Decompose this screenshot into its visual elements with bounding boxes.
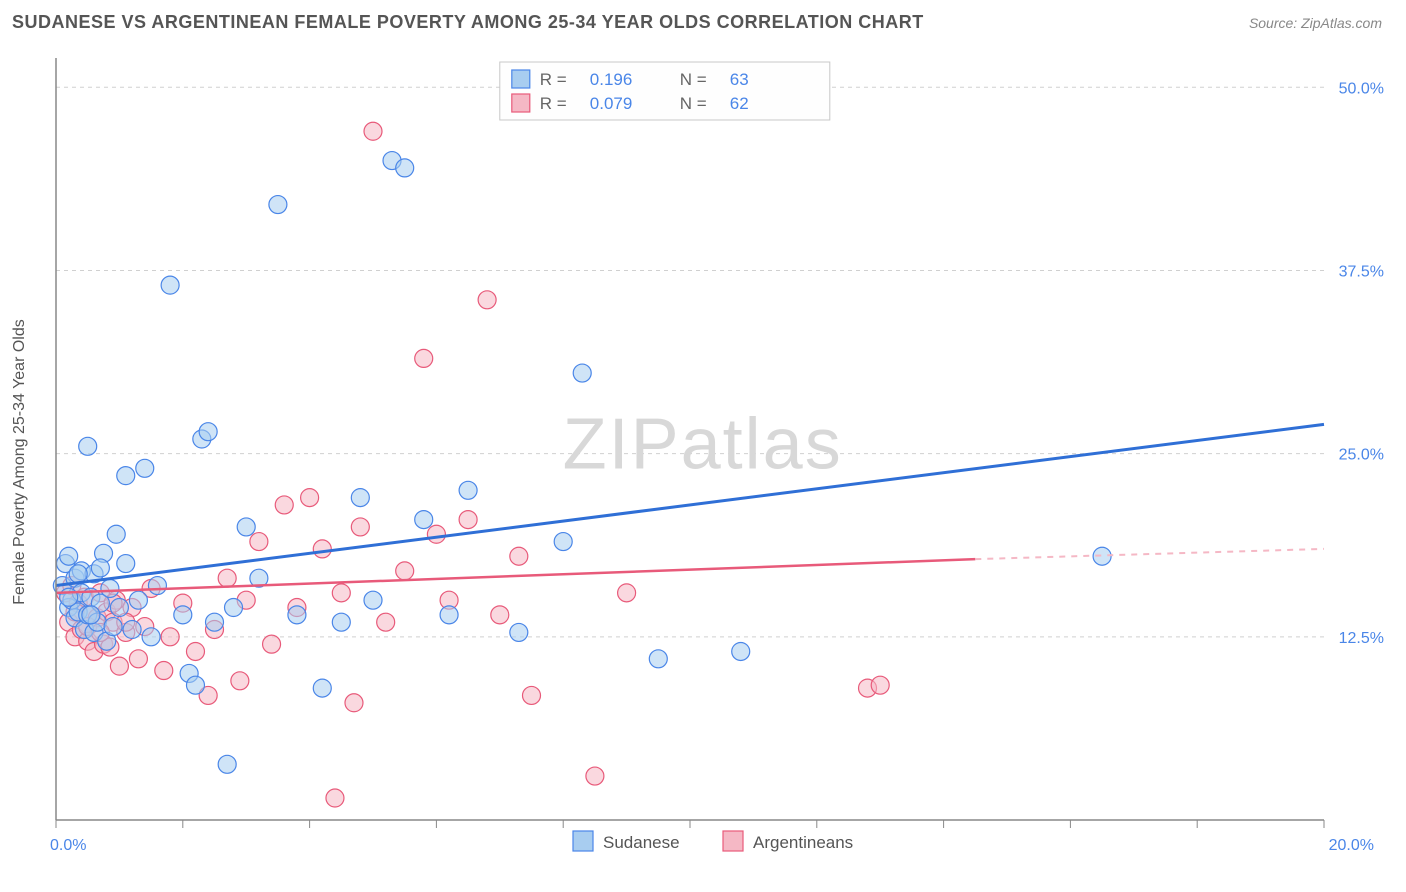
data-point xyxy=(110,657,128,675)
data-point xyxy=(107,525,125,543)
data-point xyxy=(491,606,509,624)
data-point xyxy=(69,565,87,583)
data-point xyxy=(554,533,572,551)
legend-r-label: R = xyxy=(540,70,567,89)
data-point xyxy=(459,511,477,529)
data-point xyxy=(871,676,889,694)
chart-title: SUDANESE VS ARGENTINEAN FEMALE POVERTY A… xyxy=(12,12,924,33)
data-point xyxy=(364,122,382,140)
data-point xyxy=(478,291,496,309)
data-point xyxy=(206,613,224,631)
data-point xyxy=(332,613,350,631)
data-point xyxy=(218,755,236,773)
data-point xyxy=(732,642,750,660)
data-point xyxy=(117,467,135,485)
data-point xyxy=(523,686,541,704)
data-point xyxy=(91,559,109,577)
data-point xyxy=(225,599,243,617)
data-point xyxy=(101,579,119,597)
correlation-chart: 12.5% 25.0% 37.5% 50.0% ZIPatlas 0.0% 20.0% R =… xyxy=(12,44,1394,880)
data-point xyxy=(351,489,369,507)
data-point xyxy=(459,481,477,499)
data-point xyxy=(573,364,591,382)
data-point xyxy=(117,555,135,573)
data-point xyxy=(129,650,147,668)
legend-label-sudanese: Sudanese xyxy=(603,833,680,852)
data-point xyxy=(440,606,458,624)
watermark: ZIPatlas xyxy=(563,404,843,484)
y-tick-label: 25.0% xyxy=(1339,447,1384,464)
data-point xyxy=(313,540,331,558)
data-point xyxy=(313,679,331,697)
data-point xyxy=(332,584,350,602)
data-point xyxy=(218,569,236,587)
legend-r-label: R = xyxy=(540,94,567,113)
data-point xyxy=(104,618,122,636)
data-point xyxy=(155,662,173,680)
trend-line-argentineans-extrapolated xyxy=(975,549,1324,559)
data-point xyxy=(199,423,217,441)
data-point xyxy=(136,459,154,477)
y-tick-label: 50.0% xyxy=(1339,80,1384,97)
data-point xyxy=(186,642,204,660)
y-axis-label: Female Poverty Among 25-34 Year Olds xyxy=(11,319,29,605)
data-point xyxy=(161,276,179,294)
legend-swatch-sudanese xyxy=(573,831,593,851)
legend-swatch-sudanese xyxy=(512,70,530,88)
legend-n-label: N = xyxy=(680,70,707,89)
data-point xyxy=(345,694,363,712)
legend-swatch-argentineans xyxy=(723,831,743,851)
x-tick-label: 0.0% xyxy=(50,837,86,854)
data-point xyxy=(351,518,369,536)
data-point xyxy=(110,599,128,617)
data-point xyxy=(415,349,433,367)
data-point xyxy=(326,789,344,807)
data-point xyxy=(396,159,414,177)
source-label: Source: ZipAtlas.com xyxy=(1249,15,1382,31)
legend-n-value-b: 62 xyxy=(730,94,749,113)
data-point xyxy=(237,518,255,536)
data-point xyxy=(148,577,166,595)
data-point xyxy=(275,496,293,514)
data-point xyxy=(60,547,78,565)
y-tick-label: 12.5% xyxy=(1339,630,1384,647)
data-point xyxy=(649,650,667,668)
data-point xyxy=(123,621,141,639)
data-point xyxy=(510,547,528,565)
legend-n-label: N = xyxy=(680,94,707,113)
data-point xyxy=(269,196,287,214)
data-point xyxy=(142,628,160,646)
data-point xyxy=(618,584,636,602)
legend-r-value-a: 0.196 xyxy=(590,70,633,89)
legend-swatch-argentineans xyxy=(512,94,530,112)
data-point xyxy=(231,672,249,690)
data-point xyxy=(250,533,268,551)
data-point xyxy=(82,606,100,624)
data-point xyxy=(79,437,97,455)
data-point xyxy=(174,606,192,624)
x-tick-label: 20.0% xyxy=(1329,837,1374,854)
legend-n-value-a: 63 xyxy=(730,70,749,89)
data-point xyxy=(288,606,306,624)
data-point xyxy=(377,613,395,631)
data-point xyxy=(415,511,433,529)
data-point xyxy=(510,623,528,641)
data-point xyxy=(427,525,445,543)
legend-label-argentineans: Argentineans xyxy=(753,833,853,852)
data-point xyxy=(586,767,604,785)
legend-r-value-b: 0.079 xyxy=(590,94,633,113)
data-point xyxy=(186,676,204,694)
data-point xyxy=(263,635,281,653)
data-point xyxy=(364,591,382,609)
chart-container: Female Poverty Among 25-34 Year Olds 12.… xyxy=(12,44,1394,880)
data-point xyxy=(161,628,179,646)
y-tick-label: 37.5% xyxy=(1339,263,1384,280)
data-point xyxy=(129,591,147,609)
data-point xyxy=(396,562,414,580)
data-point xyxy=(301,489,319,507)
